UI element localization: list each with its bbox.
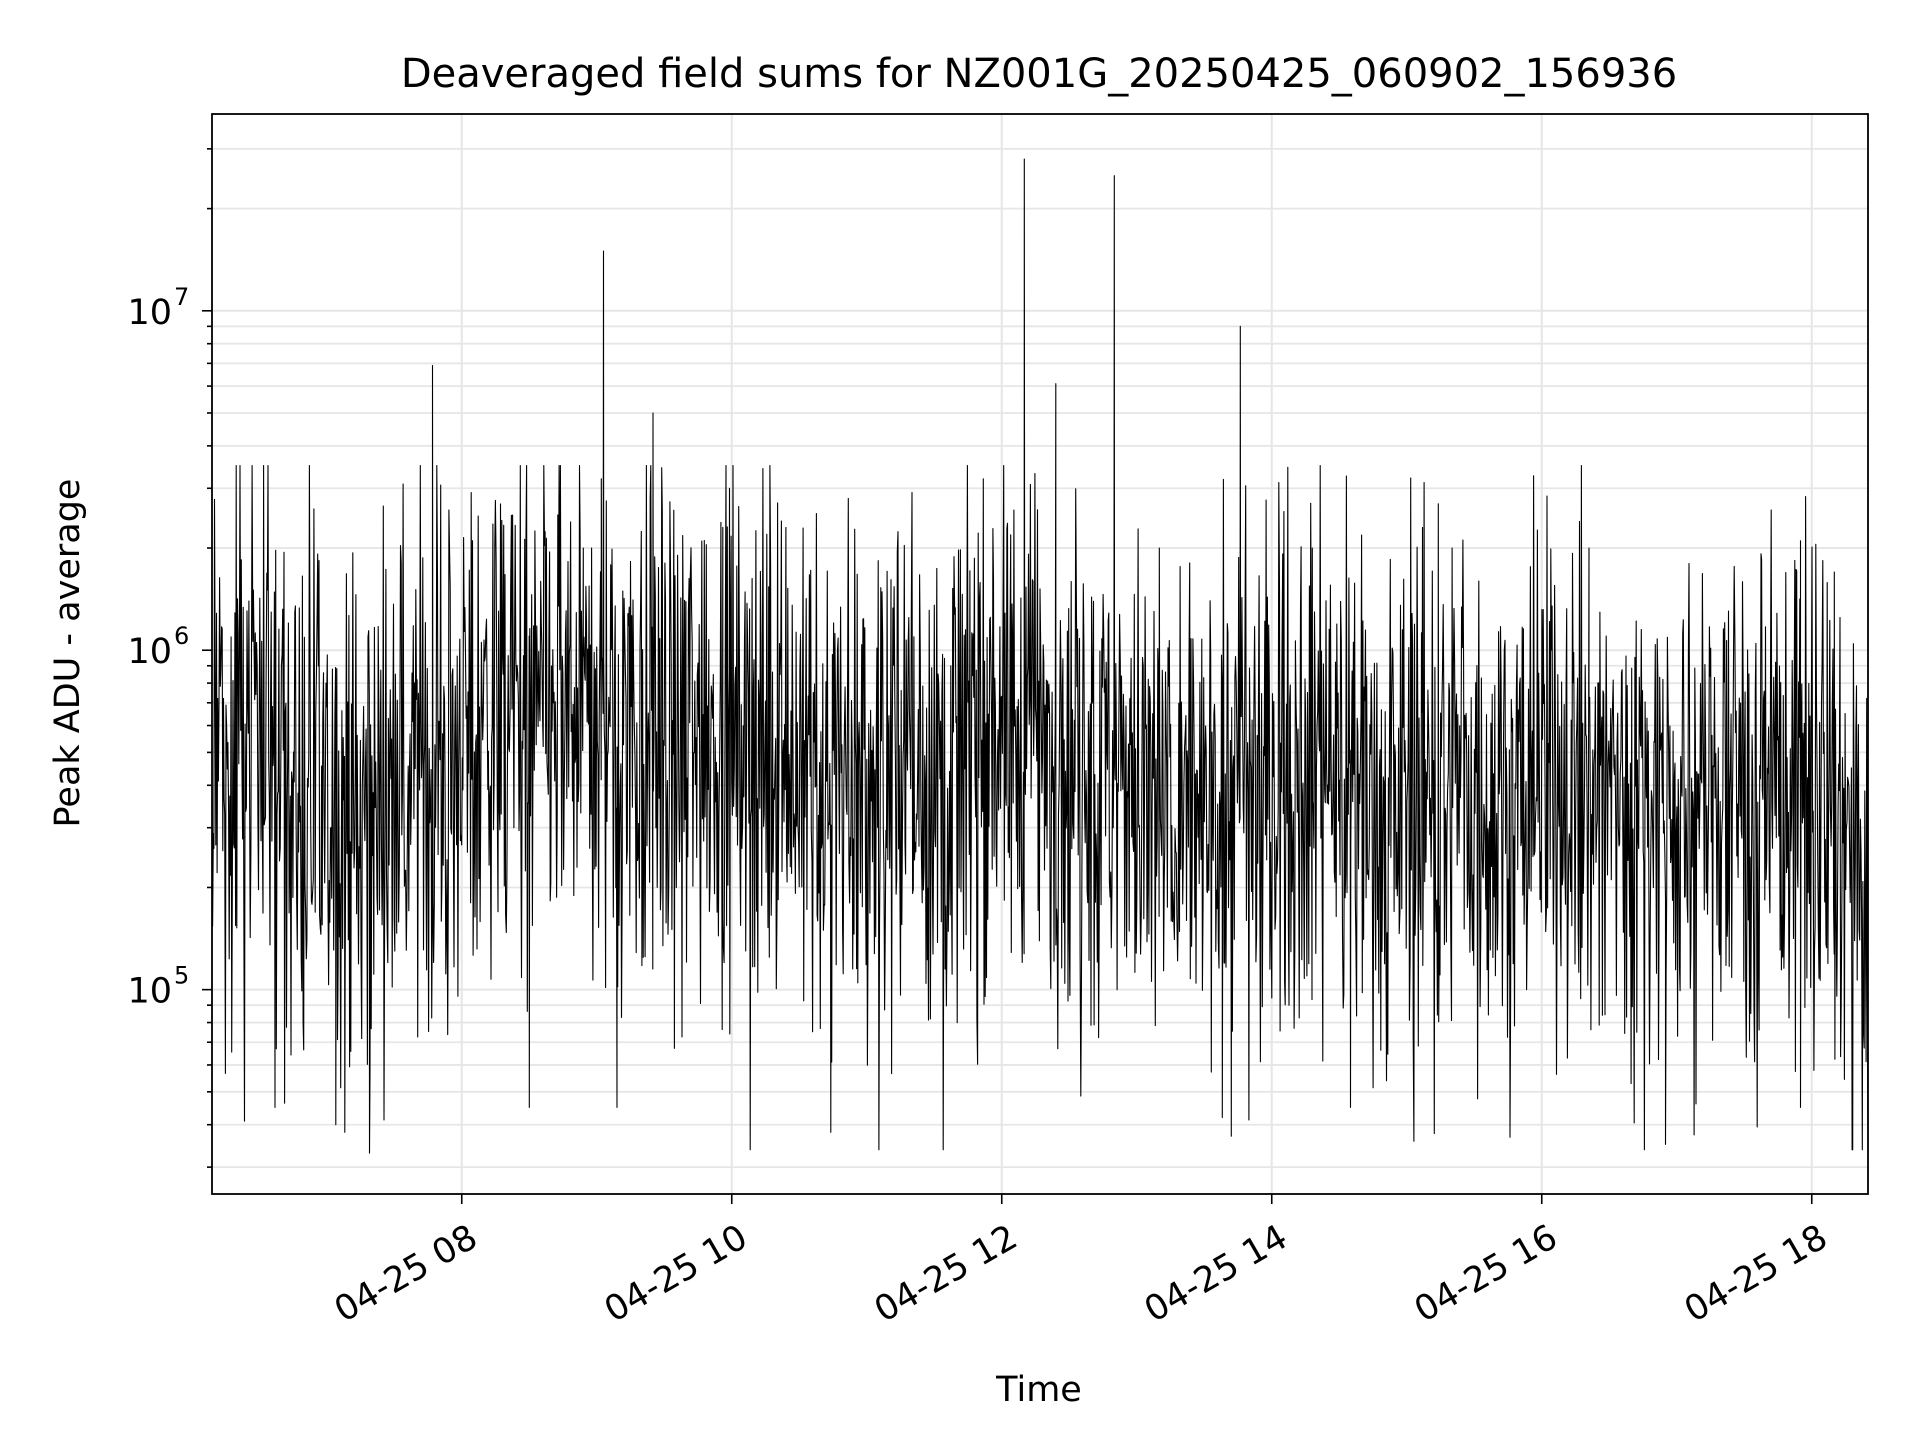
x-tick-label: 04-25 10: [598, 1217, 754, 1330]
y-tick-label-exponent: 6: [174, 622, 189, 650]
series-group: [211, 158, 1869, 1154]
y-tick-label-base: 10: [127, 632, 172, 672]
y-tick-label-exponent: 7: [174, 283, 189, 311]
y-tick-label-base: 10: [127, 293, 172, 333]
x-tick-label: 04-25 14: [1138, 1217, 1294, 1330]
y-axis-label: Peak ADU - average: [48, 479, 88, 828]
x-tick-label: 04-25 16: [1408, 1217, 1564, 1330]
series-line: [211, 158, 1869, 1154]
plot-frame: [211, 113, 1869, 1195]
y-tick-label-exponent: 5: [174, 962, 189, 990]
x-axis-label: Time: [995, 1370, 1082, 1410]
y-tick-label: 10 6: [127, 622, 189, 672]
x-tick-label: 04-25 18: [1678, 1217, 1834, 1330]
y-tick-label: 10 5: [127, 962, 189, 1012]
y-tick-label-base: 10: [127, 972, 172, 1012]
x-tick-label: 04-25 08: [328, 1217, 484, 1330]
x-tick-label: 04-25 12: [868, 1217, 1024, 1330]
y-tick-label: 10 7: [127, 283, 189, 333]
chart-title: Deaveraged field sums for NZ001G_2025042…: [401, 51, 1677, 97]
